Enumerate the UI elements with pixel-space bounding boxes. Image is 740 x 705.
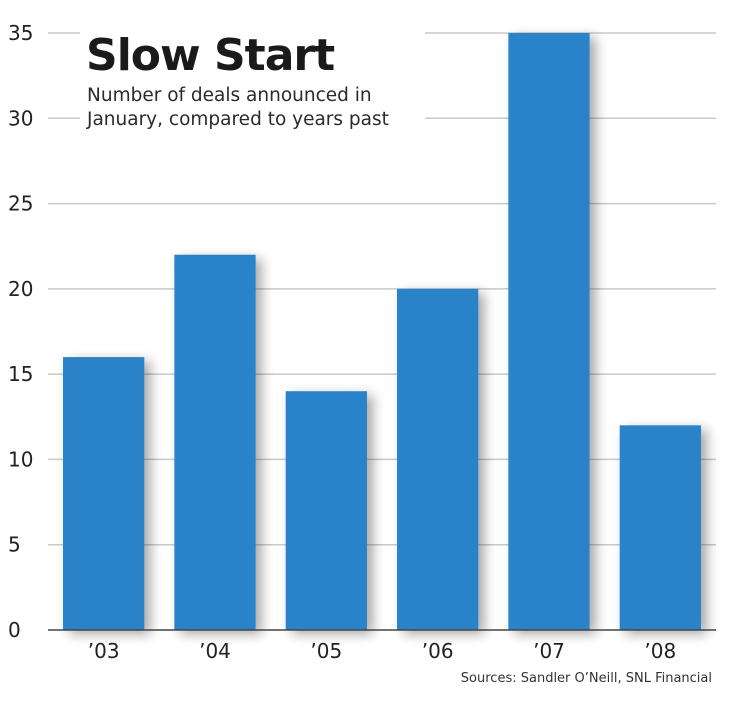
x-axis-labels: ’03 ’04 ’05 ’06 ’07 ’08 <box>88 639 676 663</box>
bars <box>63 33 701 630</box>
x-tick-label: ’08 <box>644 639 676 663</box>
bar <box>285 391 367 630</box>
y-tick-label: 10 <box>8 447 33 471</box>
x-tick-label: ’04 <box>199 639 231 663</box>
bar <box>397 288 479 630</box>
bar <box>508 33 590 630</box>
x-tick-label: ’07 <box>533 639 565 663</box>
chart-title: Slow Start <box>86 30 335 81</box>
y-tick-label: 0 <box>8 618 21 642</box>
y-tick-label: 5 <box>8 533 21 557</box>
y-tick-label: 35 <box>8 21 33 45</box>
chart-subtitle-line-1: Number of deals announced in <box>87 85 372 106</box>
chart-subtitle-line-2: January, compared to years past <box>86 109 389 130</box>
source-note: Sources: Sandler O’Neill, SNL Financial <box>461 671 712 686</box>
bar <box>174 254 256 630</box>
bar <box>619 425 701 630</box>
x-tick-label: ’03 <box>88 639 120 663</box>
x-tick-label: ’06 <box>422 639 454 663</box>
y-tick-label: 15 <box>8 362 33 386</box>
title-background <box>80 20 425 138</box>
x-tick-label: ’05 <box>310 639 342 663</box>
y-axis-ticks: 0 5 10 15 20 25 30 35 <box>8 21 33 642</box>
y-tick-label: 30 <box>8 106 33 130</box>
y-tick-label: 25 <box>8 192 33 216</box>
bar <box>63 357 145 630</box>
y-tick-label: 20 <box>8 277 33 301</box>
